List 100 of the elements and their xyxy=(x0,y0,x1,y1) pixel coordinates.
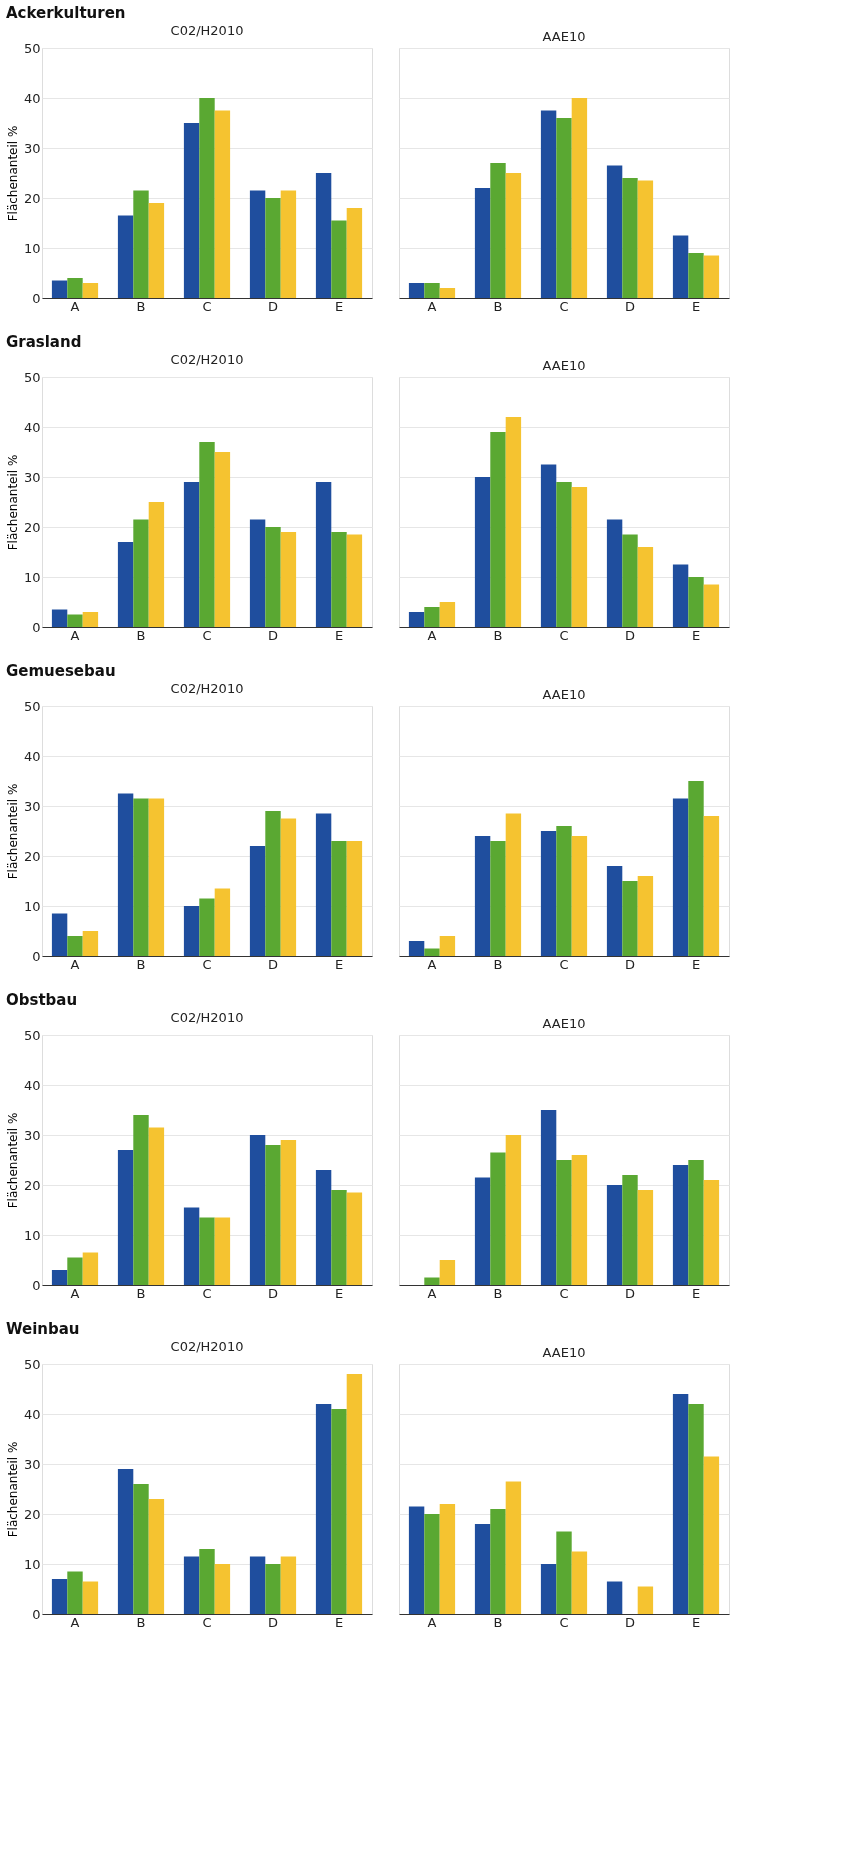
x-tick-label: C xyxy=(202,1285,212,1301)
chart-subtitle: C02/H2010 xyxy=(170,1339,244,1354)
bar xyxy=(556,118,572,298)
bar xyxy=(133,519,149,627)
bar xyxy=(117,793,134,956)
bar xyxy=(51,1270,68,1285)
bar xyxy=(183,906,200,956)
y-tick-label: 20 xyxy=(23,848,41,864)
bar xyxy=(540,831,557,956)
bar xyxy=(265,811,281,956)
bar xyxy=(505,1481,522,1614)
bar xyxy=(505,173,522,298)
bar xyxy=(556,826,572,956)
bar xyxy=(439,602,456,627)
bar xyxy=(540,464,557,627)
bar xyxy=(280,532,297,627)
bar xyxy=(315,482,332,627)
y-tick-label: 50 xyxy=(23,40,41,56)
bar xyxy=(148,502,165,627)
bar xyxy=(148,1127,165,1285)
bar xyxy=(199,442,215,627)
bar xyxy=(672,235,689,298)
x-tick-label: A xyxy=(427,1614,437,1630)
chart-subtitle: AAE10 xyxy=(542,358,586,373)
bar xyxy=(183,482,200,627)
bar xyxy=(183,123,200,298)
bar xyxy=(571,1155,588,1285)
bar xyxy=(688,577,704,627)
bar xyxy=(424,607,440,627)
bar xyxy=(280,1140,297,1285)
y-axis-title: Flächenanteil % xyxy=(5,125,20,222)
bar xyxy=(505,813,522,956)
bar xyxy=(606,1185,623,1285)
x-tick-label: C xyxy=(559,1614,569,1630)
bar xyxy=(280,818,297,956)
bar xyxy=(67,936,83,956)
x-tick-label: D xyxy=(624,956,636,972)
bar xyxy=(408,283,425,298)
bar xyxy=(439,288,456,298)
bar xyxy=(148,203,165,298)
bar xyxy=(265,198,281,298)
y-tick-label: 20 xyxy=(23,519,41,535)
y-tick-label: 0 xyxy=(32,619,41,635)
bar xyxy=(474,836,491,956)
chart-title: Weinbau xyxy=(5,1319,80,1338)
x-tick-label: D xyxy=(624,627,636,643)
y-tick-label: 10 xyxy=(23,569,41,585)
y-axis-title: Flächenanteil % xyxy=(5,1441,20,1538)
bar xyxy=(490,432,506,627)
chart-subtitle: C02/H2010 xyxy=(170,1010,244,1025)
bar xyxy=(315,1404,332,1614)
bar xyxy=(346,208,363,298)
x-tick-label: B xyxy=(493,1614,503,1630)
x-tick-label: D xyxy=(624,1285,636,1301)
chart-subtitle: C02/H2010 xyxy=(170,352,244,367)
bar xyxy=(82,612,99,627)
bar xyxy=(490,1509,506,1614)
y-tick-label: 30 xyxy=(23,1456,41,1472)
bar xyxy=(622,534,638,627)
bar xyxy=(331,1409,347,1614)
bar xyxy=(117,1469,134,1614)
chart-subtitle: AAE10 xyxy=(542,1016,586,1031)
bar xyxy=(265,1145,281,1285)
bar xyxy=(474,188,491,298)
bar xyxy=(637,547,654,627)
bar xyxy=(51,1579,68,1614)
bar xyxy=(331,1190,347,1285)
chart-title: Gemuesebau xyxy=(5,661,116,680)
bar xyxy=(606,866,623,956)
x-tick-label: A xyxy=(427,298,437,314)
bar xyxy=(51,609,68,627)
bar xyxy=(51,280,68,298)
bar xyxy=(540,1564,557,1614)
y-tick-label: 20 xyxy=(23,1506,41,1522)
bar xyxy=(474,1177,491,1285)
bar xyxy=(637,1190,654,1285)
y-tick-label: 10 xyxy=(23,240,41,256)
bar xyxy=(265,527,281,627)
x-tick-label: A xyxy=(427,627,437,643)
x-tick-label: A xyxy=(70,298,80,314)
bar xyxy=(439,936,456,956)
x-tick-label: E xyxy=(334,627,344,643)
y-tick-label: 30 xyxy=(23,140,41,156)
y-tick-label: 40 xyxy=(23,1077,41,1093)
x-tick-label: B xyxy=(493,1285,503,1301)
x-tick-label: B xyxy=(136,1285,146,1301)
bar xyxy=(703,816,720,956)
x-tick-label: E xyxy=(334,298,344,314)
bar xyxy=(249,190,266,298)
bar xyxy=(571,1551,588,1614)
bar xyxy=(637,876,654,956)
x-tick-label: C xyxy=(559,956,569,972)
y-tick-label: 0 xyxy=(32,1606,41,1622)
x-tick-label: A xyxy=(70,1285,80,1301)
chart-title: Ackerkulturen xyxy=(5,3,126,22)
y-tick-label: 10 xyxy=(23,1227,41,1243)
bar xyxy=(315,813,332,956)
x-tick-label: B xyxy=(136,956,146,972)
chart-title: Grasland xyxy=(5,332,82,351)
bar xyxy=(637,180,654,298)
